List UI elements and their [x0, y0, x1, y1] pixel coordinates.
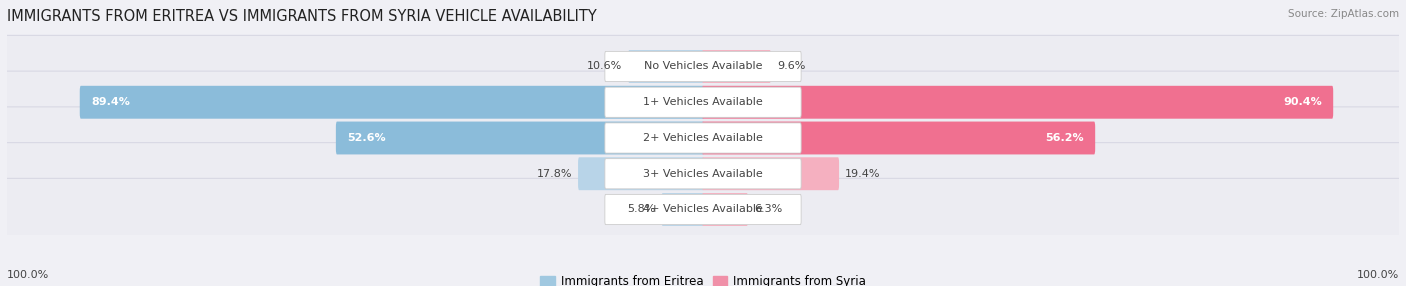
FancyBboxPatch shape [662, 193, 704, 226]
Text: 9.6%: 9.6% [776, 61, 806, 72]
FancyBboxPatch shape [336, 122, 704, 154]
FancyBboxPatch shape [702, 50, 770, 83]
FancyBboxPatch shape [702, 193, 748, 226]
Text: 17.8%: 17.8% [537, 169, 572, 179]
Legend: Immigrants from Eritrea, Immigrants from Syria: Immigrants from Eritrea, Immigrants from… [536, 270, 870, 286]
Text: 6.3%: 6.3% [754, 204, 782, 214]
Text: 4+ Vehicles Available: 4+ Vehicles Available [643, 204, 763, 214]
FancyBboxPatch shape [6, 178, 1400, 241]
Text: 2+ Vehicles Available: 2+ Vehicles Available [643, 133, 763, 143]
FancyBboxPatch shape [6, 107, 1400, 169]
FancyBboxPatch shape [6, 35, 1400, 98]
FancyBboxPatch shape [6, 143, 1400, 205]
Text: No Vehicles Available: No Vehicles Available [644, 61, 762, 72]
Text: 5.8%: 5.8% [627, 204, 655, 214]
Text: IMMIGRANTS FROM ERITREA VS IMMIGRANTS FROM SYRIA VEHICLE AVAILABILITY: IMMIGRANTS FROM ERITREA VS IMMIGRANTS FR… [7, 9, 596, 23]
FancyBboxPatch shape [605, 123, 801, 153]
Text: 89.4%: 89.4% [91, 97, 131, 107]
FancyBboxPatch shape [702, 122, 1095, 154]
Text: Source: ZipAtlas.com: Source: ZipAtlas.com [1288, 9, 1399, 19]
FancyBboxPatch shape [702, 86, 1333, 119]
Text: 3+ Vehicles Available: 3+ Vehicles Available [643, 169, 763, 179]
FancyBboxPatch shape [605, 159, 801, 189]
Text: 1+ Vehicles Available: 1+ Vehicles Available [643, 97, 763, 107]
FancyBboxPatch shape [605, 51, 801, 82]
Text: 10.6%: 10.6% [588, 61, 623, 72]
FancyBboxPatch shape [628, 50, 704, 83]
FancyBboxPatch shape [578, 157, 704, 190]
FancyBboxPatch shape [80, 86, 704, 119]
FancyBboxPatch shape [605, 194, 801, 225]
Text: 100.0%: 100.0% [1357, 270, 1399, 280]
Text: 100.0%: 100.0% [7, 270, 49, 280]
FancyBboxPatch shape [6, 71, 1400, 133]
Text: 56.2%: 56.2% [1045, 133, 1084, 143]
Text: 19.4%: 19.4% [845, 169, 880, 179]
Text: 90.4%: 90.4% [1282, 97, 1322, 107]
Text: 52.6%: 52.6% [347, 133, 387, 143]
FancyBboxPatch shape [605, 87, 801, 117]
FancyBboxPatch shape [702, 157, 839, 190]
